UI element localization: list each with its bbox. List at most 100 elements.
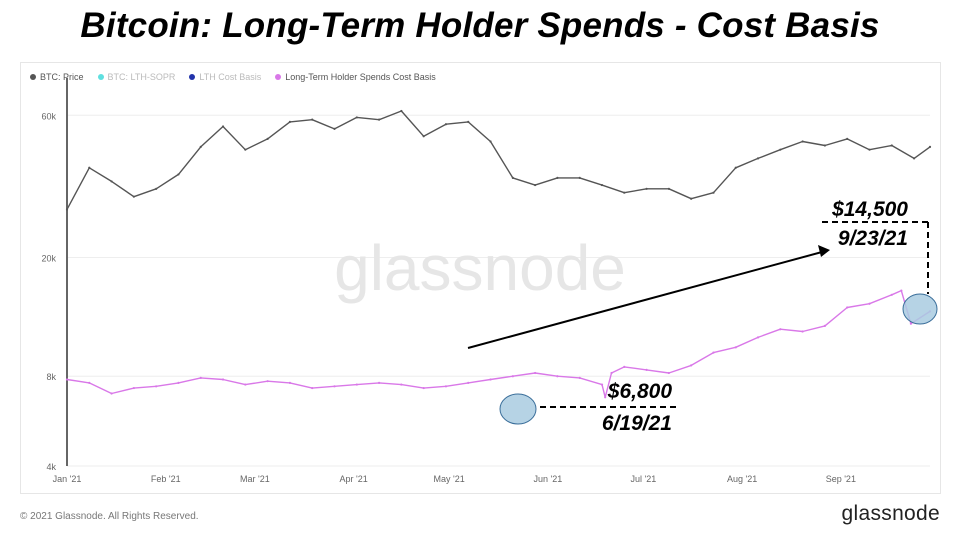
y-tick-label: 60k	[41, 111, 56, 121]
y-tick-label: 4k	[46, 462, 56, 472]
low-point-marker	[499, 393, 537, 425]
y-tick-label: 20k	[41, 254, 56, 264]
data-point	[311, 386, 314, 390]
y-axis: 4k 8k 20k 60k	[41, 111, 56, 472]
legend-item-lth-cost-basis[interactable]: LTH Cost Basis	[189, 72, 261, 82]
data-point	[801, 330, 804, 333]
series-group	[65, 109, 932, 399]
data-point	[155, 385, 158, 388]
data-point	[88, 381, 91, 384]
data-point	[667, 187, 670, 190]
data-point	[734, 346, 737, 349]
x-tick-label: Jan '21	[53, 474, 82, 484]
data-point	[667, 371, 670, 375]
data-point	[110, 180, 113, 183]
data-point	[377, 118, 381, 121]
x-tick-label: Aug '21	[727, 474, 757, 484]
data-point	[556, 176, 559, 179]
data-point	[489, 140, 492, 143]
data-point	[266, 137, 269, 140]
data-point	[734, 166, 737, 169]
x-tick-label: Jun '21	[533, 474, 562, 484]
x-tick-label: Mar '21	[240, 474, 270, 484]
brand-logo: glassnode	[841, 502, 940, 525]
legend-item-btc-price[interactable]: BTC: Price	[30, 72, 84, 82]
data-point	[511, 176, 514, 179]
data-point	[333, 385, 336, 388]
data-point	[909, 322, 912, 325]
data-point	[244, 148, 247, 151]
data-point	[311, 118, 314, 121]
data-point	[88, 166, 91, 169]
data-point	[422, 135, 425, 138]
legend-item-lth-spends-cost-basis[interactable]: Long-Term Holder Spends Cost Basis	[275, 72, 436, 82]
data-point	[556, 375, 559, 378]
legend-item-lth-sopr[interactable]: BTC: LTH-SOPR	[97, 72, 175, 82]
data-point	[645, 368, 648, 372]
data-point	[779, 148, 782, 151]
data-point	[900, 289, 903, 292]
data-point	[846, 137, 849, 140]
data-point	[333, 127, 336, 131]
legend-label: LTH Cost Basis	[199, 72, 262, 82]
data-point	[604, 396, 607, 399]
data-point	[467, 120, 470, 124]
data-point	[199, 145, 202, 148]
x-tick-label: May '21	[434, 474, 465, 484]
y-tick-label: 8k	[46, 372, 56, 382]
data-point	[132, 195, 135, 198]
data-point	[846, 306, 849, 309]
data-point	[444, 385, 448, 388]
legend-label: Long-Term Holder Spends Cost Basis	[285, 72, 436, 82]
data-point	[868, 148, 871, 151]
x-tick-label: Apr '21	[339, 474, 367, 484]
data-point	[110, 392, 113, 395]
x-tick-label: Sep '21	[826, 474, 856, 484]
data-point	[912, 157, 916, 160]
btc-price-line	[66, 110, 931, 210]
x-tick-label: Feb '21	[151, 474, 181, 484]
low-date-label: 6/19/21	[602, 412, 672, 435]
data-point	[756, 336, 760, 339]
data-point	[623, 365, 626, 368]
legend-dot-icon	[97, 74, 104, 80]
data-point	[801, 140, 804, 143]
x-axis: Jan '21 Feb '21 Mar '21 Apr '21 May '21 Jun '…	[53, 474, 856, 484]
data-point	[823, 144, 827, 147]
data-point	[578, 376, 581, 379]
watermark: glassnode	[334, 232, 626, 304]
data-point	[890, 144, 893, 147]
arrow-head-icon	[818, 245, 830, 257]
data-point	[868, 302, 871, 305]
data-point	[823, 324, 827, 327]
chart-legend: BTC: Price BTC: LTH-SOPR LTH Cost Basis …	[30, 72, 436, 82]
data-point	[712, 351, 715, 354]
data-point	[355, 116, 358, 119]
data-point	[928, 145, 932, 148]
data-point	[177, 173, 180, 176]
data-point	[288, 120, 292, 124]
data-point	[221, 378, 225, 381]
high-value-label: $14,500	[831, 198, 908, 221]
data-point	[890, 293, 893, 296]
low-value-label: $6,800	[607, 380, 673, 403]
data-point	[578, 176, 581, 179]
data-point	[65, 208, 69, 211]
data-point	[355, 383, 358, 386]
chart-title: Bitcoin: Long-Term Holder Spends - Cost …	[80, 6, 880, 45]
trend-arrow	[467, 251, 823, 349]
data-point	[132, 386, 135, 390]
data-point	[645, 187, 648, 190]
data-point	[511, 375, 514, 378]
copyright-text: © 2021 Glassnode. All Rights Reserved.	[20, 511, 199, 522]
data-point	[610, 371, 613, 375]
data-point	[534, 371, 537, 375]
high-date-label: 9/23/21	[838, 227, 908, 250]
legend-dot-icon	[275, 74, 282, 80]
data-point	[534, 183, 537, 187]
legend-label: BTC: Price	[40, 72, 84, 82]
data-point	[244, 383, 247, 386]
legend-dot-icon	[189, 74, 196, 80]
data-point	[600, 183, 604, 187]
